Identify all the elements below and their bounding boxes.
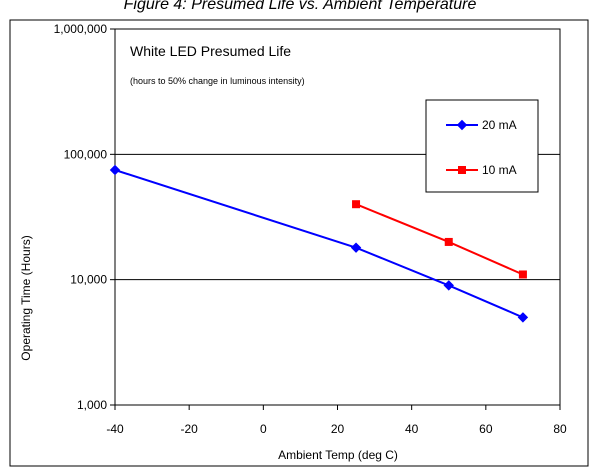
plot-area [114, 28, 561, 406]
data-point [109, 164, 121, 176]
legend-marker [456, 119, 468, 131]
data-point [517, 312, 529, 323]
y-tick-label: 10,000 [70, 273, 107, 287]
series-0 [109, 164, 529, 323]
legend-label: 20 mA [482, 118, 517, 132]
page-header: Figure 4: Presumed Life vs. Ambient Temp… [124, 0, 477, 13]
data-point [350, 242, 362, 253]
y-tick-label: 100,000 [64, 147, 108, 161]
data-point [518, 270, 527, 279]
data-point [443, 280, 454, 291]
x-tick-label: 0 [260, 422, 267, 436]
chart-subtitle: (hours to 50% change in luminous intensi… [130, 76, 305, 86]
data-point [444, 237, 453, 246]
legend: 20 mA 10 mA [425, 99, 539, 193]
series-line [114, 169, 524, 319]
legend-item: 10 mA [446, 163, 517, 177]
x-tick-label: -20 [180, 422, 198, 436]
x-tick-label: 40 [405, 422, 419, 436]
y-axis-title: Operating Time (Hours) [19, 235, 33, 360]
x-tick-label: -40 [106, 422, 124, 436]
y-tick-label: 1,000,000 [54, 22, 108, 36]
x-tick-label: 60 [479, 422, 493, 436]
legend-item: 20 mA [446, 118, 517, 132]
x-tick-label: 20 [331, 422, 345, 436]
series-layer [109, 164, 529, 323]
y-axis: 1,000 10,000 100,000 1,000,000 [54, 22, 115, 412]
legend-marker [458, 166, 466, 174]
y-tick-label: 1,000 [77, 398, 107, 412]
chart-title: White LED Presumed Life [130, 43, 291, 59]
x-axis-title: Ambient Temp (deg C) [278, 448, 398, 462]
legend-label: 10 mA [482, 163, 517, 177]
x-tick-label: 80 [553, 422, 567, 436]
series-1 [352, 200, 527, 279]
legend-box [425, 99, 539, 193]
data-point [352, 200, 361, 209]
x-axis: -40 -20 0 20 40 60 80 [106, 405, 567, 436]
